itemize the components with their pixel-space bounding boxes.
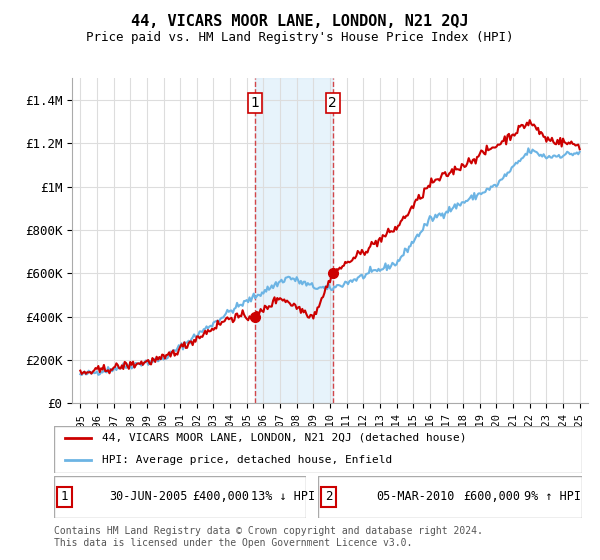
Text: 05-MAR-2010: 05-MAR-2010 <box>376 491 454 503</box>
Text: Price paid vs. HM Land Registry's House Price Index (HPI): Price paid vs. HM Land Registry's House … <box>86 31 514 44</box>
Text: 1: 1 <box>61 491 68 503</box>
Text: 44, VICARS MOOR LANE, LONDON, N21 2QJ (detached house): 44, VICARS MOOR LANE, LONDON, N21 2QJ (d… <box>101 432 466 442</box>
Bar <box>255 78 333 403</box>
Text: £400,000: £400,000 <box>193 491 250 503</box>
FancyBboxPatch shape <box>54 476 306 518</box>
Text: 2: 2 <box>325 491 332 503</box>
Text: 44, VICARS MOOR LANE, LONDON, N21 2QJ: 44, VICARS MOOR LANE, LONDON, N21 2QJ <box>131 14 469 29</box>
Text: 13% ↓ HPI: 13% ↓ HPI <box>251 491 314 503</box>
Text: HPI: Average price, detached house, Enfield: HPI: Average price, detached house, Enfi… <box>101 455 392 465</box>
FancyBboxPatch shape <box>318 476 582 518</box>
Text: Contains HM Land Registry data © Crown copyright and database right 2024.
This d: Contains HM Land Registry data © Crown c… <box>54 526 483 548</box>
FancyBboxPatch shape <box>54 426 582 473</box>
Text: £600,000: £600,000 <box>463 491 520 503</box>
Text: 9% ↑ HPI: 9% ↑ HPI <box>524 491 581 503</box>
Text: 30-JUN-2005: 30-JUN-2005 <box>109 491 188 503</box>
Text: 2: 2 <box>328 96 337 110</box>
Text: 1: 1 <box>251 96 260 110</box>
